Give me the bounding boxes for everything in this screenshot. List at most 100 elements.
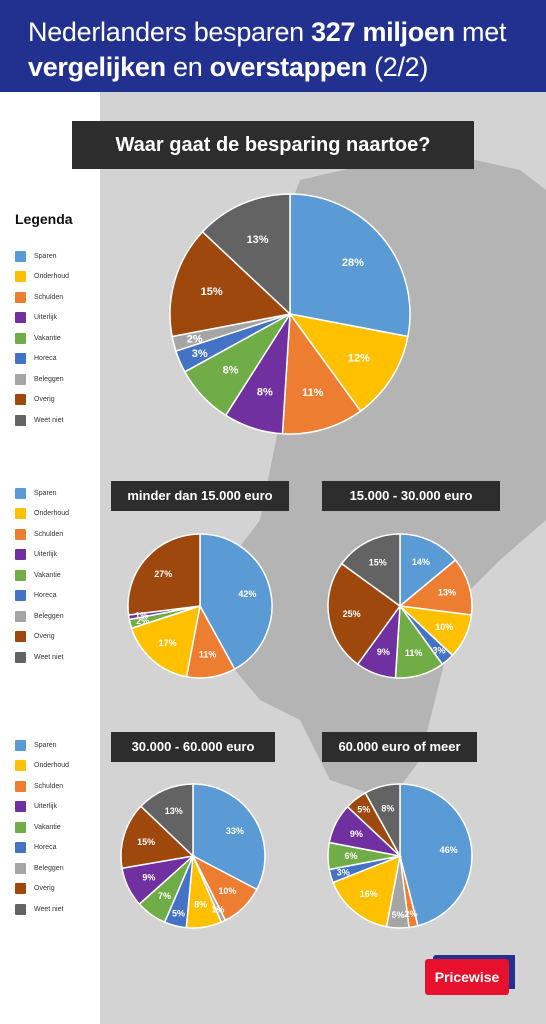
legend-item: Schulden [15,776,95,797]
legend-swatch [15,549,26,561]
main-title: Waar gaat de besparing naartoe? [72,121,474,169]
pie-slice [130,604,201,678]
legend-item: Vakantie [15,817,95,838]
legend-label: Schulden [34,530,64,538]
legend-label: Vakantie [34,571,61,579]
legend-item: Sparen [15,483,95,504]
chart-title-30000-60000: 30.000 - 60.000 euro [111,732,275,762]
legend-swatch [15,353,26,365]
legend-swatch [15,842,26,854]
pie-data-label: 9% [377,647,390,657]
pie-data-label: 11% [199,650,217,660]
pie-data-label: 9% [142,872,155,882]
pie-data-label: 1% [135,610,148,620]
legend-label: Sparen [34,489,57,497]
legend-label: Uiterlijk [34,314,57,322]
legend-label: Horeca [34,844,57,852]
legend-label: Overig [34,396,55,404]
pie-chart-1: 42% 11% 17% 2%1% 27% [127,533,273,679]
pie-slice [288,312,409,413]
pie-data-label: 15% [137,837,155,847]
header-banner: Nederlanders besparen 327 miljoen met ve… [0,0,546,92]
pie-data-label: 8% [381,804,394,814]
pie-slice [289,193,411,338]
legend-label: Onderhoud [34,762,70,770]
pie-data-label: 13% [247,234,269,246]
legend-swatch [15,291,26,303]
pie-slice [201,193,291,316]
legend-swatch [15,883,26,895]
legend-label: Uiterlijk [34,551,57,559]
legend-swatch [15,801,26,813]
legend-item: Horeca [15,349,95,370]
legend-swatch [15,332,26,344]
legend-label: Schulden [34,782,64,790]
pie-data-label: 3% [337,868,350,878]
legend-item: Vakantie [15,565,95,586]
pie-slice [139,783,194,858]
pie-data-label: 33% [226,826,244,836]
legend-item: Horeca [15,838,95,859]
legend-label: Onderhoud [34,273,70,281]
pie-data-label: 10% [435,622,453,632]
legend-swatch [15,271,26,283]
pie-data-label: 11% [302,387,324,399]
pie-data-label: 9% [350,829,363,839]
legend-swatch [15,373,26,385]
legend-item: Overig [15,879,95,900]
pie-data-label: 14% [412,557,430,567]
header-line-2: vergelijken en overstappen (2/2) [28,52,429,82]
pricewise-logo[interactable]: Pricewise [425,953,517,997]
pie-data-label: 8% [257,386,273,398]
pie-data-label: 5% [357,804,370,814]
pie-data-label: 17% [159,638,177,648]
pie-data-label: 13% [438,587,456,597]
pie-data-label: 10% [218,886,236,896]
chart-title-15000-30000: 15.000 - 30.000 euro [322,481,500,511]
pie-data-label: 1% [211,905,224,915]
legend-label: Weet niet [34,416,64,424]
legend-swatch [15,760,26,772]
legend-bottom: Sparen Onderhoud Schulden Uiterlijk Vakantie… [15,735,95,920]
legend-item: Uiterlijk [15,308,95,329]
chart-title-60000-plus: 60.000 euro of meer [322,732,477,762]
legend-label: Beleggen [34,864,64,872]
pie-data-label: 3% [433,645,446,655]
pie-slice [127,533,201,616]
legend-swatch [15,739,26,751]
pie-chart-0: 28% 12% 11% 8% 8% 3% 2% 15% 13% [169,193,411,435]
pie-slice [281,311,362,435]
legend-swatch [15,862,26,874]
legend-swatch [15,394,26,406]
legend-label: Horeca [34,355,57,363]
pie-data-label: 16% [360,889,378,899]
legend-swatch [15,903,26,915]
legend-item: Beleggen [15,369,95,390]
header-line-1: Nederlanders besparen 327 miljoen met [28,17,507,47]
logo-front-shape [425,959,509,995]
legend-swatch [15,508,26,520]
legend-label: Beleggen [34,612,64,620]
legend-item: Overig [15,390,95,411]
pie-slice [332,854,401,928]
legend-label: Overig [34,885,55,893]
legend-swatch [15,414,26,426]
legend-item: Horeca [15,586,95,607]
legend-top: Sparen Onderhoud Schulden Uiterlijk Vakantie… [15,246,95,431]
legend-label: Beleggen [34,375,64,383]
legend-swatch [15,569,26,581]
pie-data-label: 25% [343,609,361,619]
legend-item: Schulden [15,524,95,545]
pie-data-label: 5% [172,908,185,918]
legend-item: Uiterlijk [15,545,95,566]
legend-swatch [15,610,26,622]
legend-swatch [15,250,26,262]
logo-text: Pricewise [435,969,500,985]
pie-chart-2: 14% 13% 10% 3% 11% 9% 25% 15% [327,533,473,679]
legend-swatch [15,312,26,324]
legend-swatch [15,528,26,540]
pie-slice [364,783,401,857]
pie-data-label: 42% [238,589,256,599]
legend-swatch [15,631,26,643]
